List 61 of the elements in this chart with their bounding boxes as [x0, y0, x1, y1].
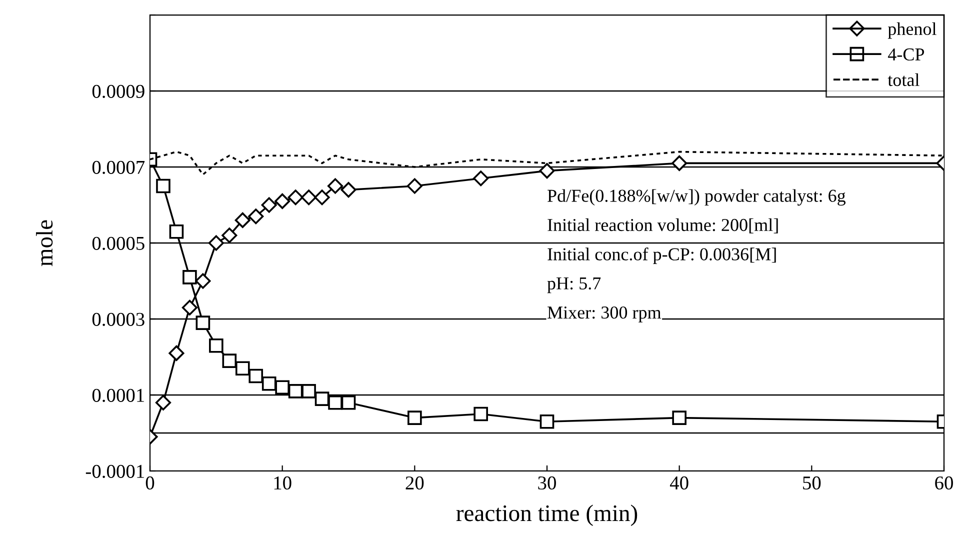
point	[274, 193, 290, 209]
point	[169, 224, 184, 239]
x-tick-label: 50	[803, 476, 821, 490]
y-tick-label: 0.0003	[92, 312, 144, 326]
point	[288, 384, 303, 398]
x-tick-label: 40	[670, 476, 688, 490]
point	[195, 273, 211, 289]
point	[235, 361, 250, 376]
x-tick-label: 0	[146, 476, 154, 490]
annotation: Mixer: 300 rpm	[548, 306, 662, 322]
y-tick-label: 0.0007	[92, 160, 145, 174]
point	[261, 197, 277, 213]
point	[288, 190, 304, 206]
legend-label: 4-CP	[888, 48, 924, 61]
point	[222, 228, 238, 244]
point	[209, 338, 224, 353]
point	[182, 300, 198, 316]
x-tick-label: 30	[538, 476, 556, 490]
point	[408, 410, 422, 425]
point	[314, 190, 330, 206]
point	[208, 235, 224, 251]
point	[248, 208, 264, 224]
y-tick-label: -0.0001	[86, 464, 144, 478]
annotation: Initial conc.of p-CP: 0.0036[M]	[548, 247, 776, 264]
legend-label: phenol	[888, 22, 936, 39]
legend-label: total	[888, 73, 920, 86]
point	[196, 316, 210, 330]
point	[672, 410, 686, 425]
point	[156, 178, 170, 194]
y-tick-label: 0.0001	[92, 388, 144, 402]
y-tick-label: 0.0005	[92, 236, 144, 250]
annotation: pH: 5.7	[547, 277, 601, 294]
point	[302, 384, 316, 398]
point	[262, 376, 276, 391]
point	[248, 368, 264, 384]
point	[275, 380, 290, 395]
point	[155, 394, 172, 410]
point	[182, 270, 197, 284]
point	[328, 395, 342, 410]
annotation: Initial reaction volume: 200[ml]	[548, 218, 778, 234]
point	[301, 190, 317, 206]
point	[340, 182, 356, 198]
point	[672, 155, 688, 171]
point	[168, 345, 184, 361]
point	[341, 395, 356, 410]
annotation: Pd/Fe(0.188%[w/w]) powder catalyst: 6g	[548, 189, 846, 206]
point	[314, 392, 330, 406]
point	[540, 414, 554, 429]
point	[539, 163, 555, 179]
x-tick-label: 20	[406, 476, 424, 490]
point	[327, 178, 344, 194]
y-axis-title: mole	[36, 220, 53, 266]
point	[474, 406, 488, 422]
x-tick-label: 10	[274, 476, 292, 490]
point	[222, 354, 237, 368]
x-tick-label: 60	[935, 476, 953, 490]
x-axis-title: reaction time (min)	[456, 504, 638, 526]
y-tick-label: 0.0009	[92, 84, 144, 98]
point	[234, 212, 250, 228]
point	[406, 178, 422, 194]
point	[473, 170, 489, 186]
